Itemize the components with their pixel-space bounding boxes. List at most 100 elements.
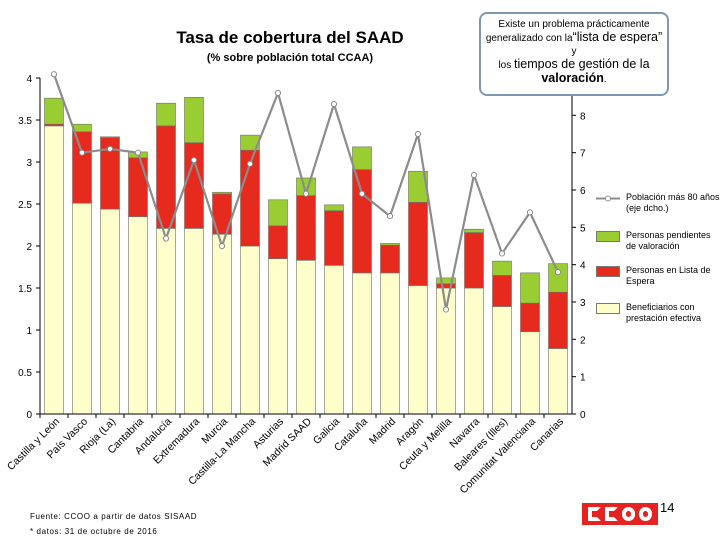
bar-lista_espera (128, 157, 148, 217)
bar-lista_espera (352, 169, 372, 274)
left-axis-tick-label: 4 (26, 74, 32, 85)
left-axis-tick-label: 0 (26, 410, 32, 421)
bar-beneficiarios (408, 285, 428, 415)
bar-pendientes (72, 123, 92, 133)
point-poblacion80 (498, 250, 506, 257)
legend-swatch (596, 303, 620, 314)
bar-pendientes (184, 97, 204, 143)
point-poblacion80 (134, 149, 142, 156)
right-axis-tick-label: 0 (580, 410, 586, 421)
point-poblacion80 (330, 101, 338, 108)
point-poblacion80 (414, 130, 422, 138)
right-axis-tick-label: 8 (580, 111, 586, 122)
bar-beneficiarios (380, 272, 400, 415)
chart-subtitle: (% sobre población total CCAA) (206, 52, 374, 64)
legend-label: Personas pendientes de valoración (626, 230, 711, 251)
bar-beneficiarios (100, 208, 120, 415)
callout-line-4: valoración. (541, 71, 607, 86)
bar-lista_espera (268, 225, 288, 259)
left-axis-tick-label: 3 (26, 158, 32, 169)
bar-pendientes (100, 136, 120, 138)
bar-pendientes (492, 260, 512, 276)
point-poblacion80 (190, 157, 198, 164)
bar-lista_espera (408, 202, 428, 286)
point-poblacion80 (106, 145, 114, 153)
point-poblacion80 (554, 269, 562, 276)
left-axis-tick-label: 1 (26, 326, 32, 337)
bar-beneficiarios (184, 228, 204, 415)
bar-pendientes (352, 146, 372, 170)
left-axis-tick-label: 2 (26, 242, 32, 253)
page-number: 14 (660, 500, 675, 515)
bar-lista_espera (520, 302, 540, 332)
legend-line-marker (596, 195, 620, 202)
legend-swatch (596, 231, 620, 242)
point-poblacion80 (162, 235, 170, 242)
point-poblacion80 (386, 213, 394, 220)
bar-pendientes (268, 199, 288, 227)
bar-lista_espera (184, 142, 204, 229)
point-poblacion80 (246, 160, 254, 167)
right-axis-tick-label: 6 (580, 186, 586, 197)
callout-line-1: Existe un problema prácticamente (498, 19, 650, 30)
bar-beneficiarios (268, 258, 288, 415)
chart-title: Tasa de cobertura del SAAD (176, 28, 404, 47)
right-axis-tick-label: 1 (580, 373, 586, 384)
bar-beneficiarios (44, 125, 64, 415)
callout-box: Existe un problema prácticamente general… (479, 12, 669, 96)
point-poblacion80 (442, 306, 450, 313)
bar-beneficiarios (72, 202, 92, 415)
bar-pendientes (380, 243, 400, 246)
left-axis-tick-label: 3.5 (18, 116, 32, 127)
bar-pendientes (324, 204, 344, 212)
bar-beneficiarios (128, 216, 148, 415)
source-note: Fuente: CCOO a partir de datos SISAAD (30, 512, 198, 521)
bar-beneficiarios (324, 265, 344, 415)
right-axis-tick-label: 3 (580, 298, 586, 309)
bar-beneficiarios (156, 228, 176, 415)
population-line (50, 71, 562, 313)
point-poblacion80 (302, 190, 310, 197)
bar-pendientes (520, 272, 540, 304)
bar-beneficiarios (212, 233, 232, 415)
point-poblacion80 (274, 89, 282, 97)
bar-lista_espera (464, 232, 484, 289)
callout-line-2: generalizado con la“lista de espera” y (485, 30, 663, 58)
point-poblacion80 (50, 71, 58, 78)
point-poblacion80 (218, 242, 226, 250)
bar-beneficiarios (352, 272, 372, 415)
bar-pendientes (436, 277, 456, 285)
bar-pendientes (464, 228, 484, 233)
bar-lista_espera (156, 125, 176, 229)
point-poblacion80 (358, 190, 366, 197)
bar-beneficiarios (240, 245, 260, 415)
stacked-bars (44, 97, 568, 415)
point-poblacion80 (526, 209, 534, 216)
bar-pendientes (156, 102, 176, 127)
bar-beneficiarios (464, 287, 484, 415)
bar-beneficiarios (548, 348, 568, 415)
category-label: Madrid (367, 416, 398, 447)
legend-label: Población más 80 años (eje dcho.) (626, 192, 720, 213)
bar-lista_espera (380, 244, 400, 274)
date-note: * datos: 31 de octubre de 2016 (30, 527, 158, 536)
legend-swatch (596, 266, 620, 277)
right-axis-tick-label: 4 (580, 261, 586, 272)
point-poblacion80 (470, 171, 478, 179)
bar-pendientes (212, 191, 232, 195)
left-axis-tick-label: 2.5 (18, 200, 32, 211)
bar-beneficiarios (520, 331, 540, 415)
bar-pendientes (44, 97, 64, 125)
legend-label: Personas en Lista de Espera (626, 265, 711, 286)
left-axis-tick-label: 0.5 (18, 368, 32, 379)
bar-lista_espera (436, 283, 456, 289)
right-axis-tick-label: 5 (580, 223, 586, 234)
bar-beneficiarios (296, 259, 316, 415)
bar-lista_espera (324, 210, 344, 266)
bar-lista_espera (296, 195, 316, 261)
right-axis-tick-label: 7 (580, 149, 586, 160)
point-poblacion80 (78, 149, 86, 156)
bar-pendientes (548, 263, 568, 293)
